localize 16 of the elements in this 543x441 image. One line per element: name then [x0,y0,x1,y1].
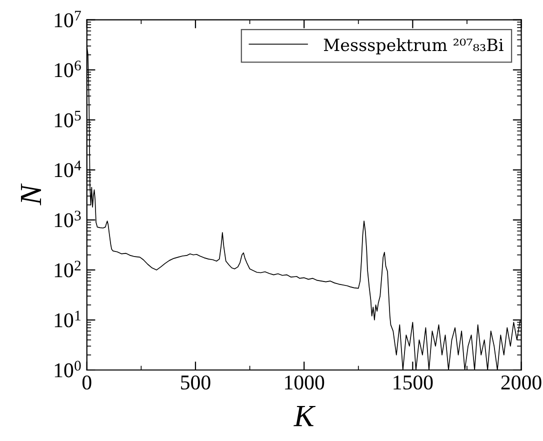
x-tick-label: 2000 [501,375,542,390]
x-tick-label: 500 [181,375,210,390]
y-tick-label: 10$^{0}$ [54,360,81,378]
y-tick-label: 10$^{4}$ [54,160,82,178]
y-axis-title: N [20,183,41,206]
y-tick-label: 10$^{6}$ [54,60,81,78]
y-tick-label: 10$^{5}$ [54,110,81,128]
legend-label: Messspektrum ²⁰⁷₈₃Bi [324,38,504,54]
y-tick-label: 10$^{1}$ [54,310,80,328]
y-tick-label: 10$^{7}$ [54,10,81,28]
x-tick-label: 0 [82,375,92,390]
y-tick-label: 10$^{2}$ [54,260,81,278]
x-tick-label: 1000 [285,375,324,390]
x-axis-title: K [294,406,316,426]
y-tick-label: 10$^{3}$ [54,210,81,228]
x-tick-label: 1500 [394,375,433,390]
